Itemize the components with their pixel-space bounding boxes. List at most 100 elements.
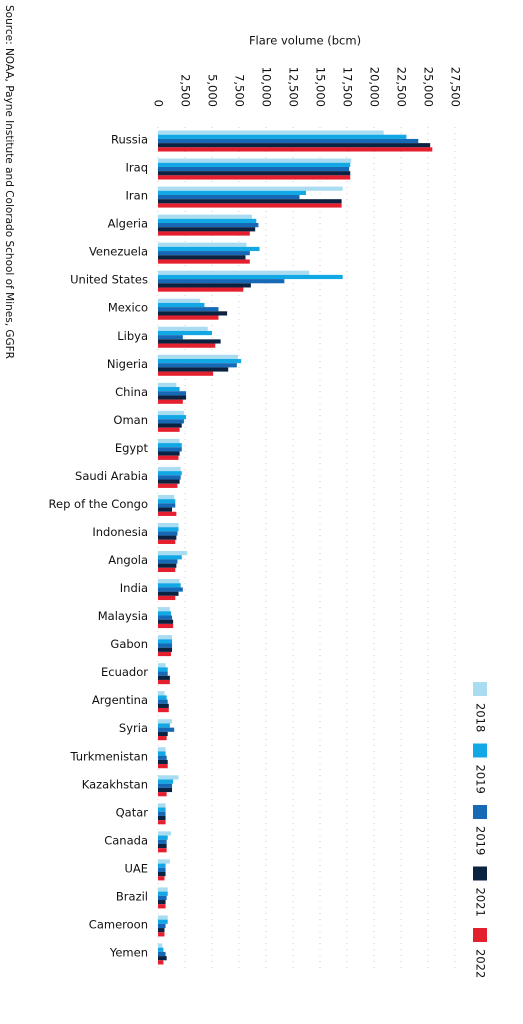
bar bbox=[158, 270, 310, 275]
bar bbox=[158, 455, 179, 460]
x-tick-label: 0 bbox=[152, 100, 166, 107]
y-tick-label: Libya bbox=[117, 329, 148, 343]
bar bbox=[158, 703, 169, 708]
bar bbox=[158, 792, 167, 797]
bar bbox=[158, 643, 173, 648]
bar bbox=[158, 775, 179, 780]
bar bbox=[158, 134, 407, 139]
legend-swatch bbox=[473, 743, 487, 758]
y-tick-label: Venezuela bbox=[89, 245, 148, 259]
bar bbox=[158, 166, 350, 172]
bar bbox=[158, 199, 342, 204]
bar bbox=[158, 803, 166, 808]
y-tick-label: Iraq bbox=[126, 161, 148, 175]
bar bbox=[158, 820, 166, 825]
bar bbox=[158, 848, 167, 853]
bar bbox=[158, 699, 168, 704]
bar bbox=[158, 130, 384, 135]
bar bbox=[158, 932, 165, 937]
legend-swatch bbox=[473, 866, 487, 881]
bar bbox=[158, 311, 228, 316]
bar bbox=[158, 831, 171, 836]
bar bbox=[158, 427, 180, 432]
legend-label: 2019 bbox=[474, 765, 488, 794]
bar bbox=[158, 283, 251, 288]
legend-label: 2019 bbox=[474, 826, 488, 855]
bar bbox=[158, 162, 351, 167]
y-tick-label: Kazakhstan bbox=[82, 777, 148, 791]
bar bbox=[158, 251, 250, 256]
y-tick-label: Turkmenistan bbox=[69, 749, 148, 763]
legend-label: 2021 bbox=[474, 888, 488, 917]
bar bbox=[158, 354, 238, 359]
bar bbox=[158, 863, 166, 868]
bar bbox=[158, 951, 166, 957]
bar bbox=[158, 438, 180, 444]
bar bbox=[158, 751, 166, 756]
bar bbox=[158, 494, 175, 500]
legend-swatch bbox=[473, 805, 487, 819]
bar bbox=[158, 551, 188, 556]
bar bbox=[158, 395, 187, 400]
bar bbox=[158, 223, 259, 228]
bar bbox=[158, 214, 252, 219]
bar bbox=[158, 727, 175, 732]
bar bbox=[158, 255, 246, 260]
legend-label: 2022 bbox=[474, 949, 488, 978]
bar bbox=[158, 330, 212, 336]
y-tick-label: UAE bbox=[124, 861, 148, 875]
bar bbox=[158, 747, 166, 752]
y-tick-label: Nigeria bbox=[107, 357, 148, 371]
source-note: Source: NOAA, Payne Institute and Colora… bbox=[3, 5, 15, 359]
bar bbox=[158, 900, 166, 905]
y-tick-label: Ecuador bbox=[101, 665, 148, 679]
y-tick-label: Malaysia bbox=[98, 609, 148, 623]
bar bbox=[158, 326, 208, 331]
bar bbox=[158, 723, 170, 728]
bar bbox=[158, 298, 201, 303]
y-tick-label: Gabon bbox=[110, 637, 148, 651]
bar bbox=[158, 867, 166, 872]
bar bbox=[158, 960, 164, 965]
bar bbox=[158, 839, 167, 844]
bar bbox=[158, 242, 247, 247]
bar bbox=[158, 607, 170, 612]
bar bbox=[158, 279, 285, 284]
y-tick-label: Saudi Arabia bbox=[75, 469, 148, 483]
x-tick-label: 2,500 bbox=[179, 74, 193, 107]
bar bbox=[158, 779, 174, 784]
bar bbox=[158, 410, 184, 416]
x-tick-label: 17,500 bbox=[341, 67, 355, 107]
bar bbox=[158, 759, 168, 765]
bar bbox=[158, 186, 343, 191]
bar bbox=[158, 143, 431, 148]
bar bbox=[158, 675, 170, 680]
bar bbox=[158, 358, 242, 364]
x-tick-label: 22,500 bbox=[395, 67, 409, 107]
bar bbox=[158, 736, 167, 741]
bar bbox=[158, 451, 180, 456]
bar bbox=[158, 246, 260, 252]
bar bbox=[158, 423, 182, 428]
bar bbox=[158, 919, 168, 924]
bar bbox=[158, 511, 177, 516]
y-tick-label: Oman bbox=[113, 413, 148, 427]
bar bbox=[158, 287, 244, 292]
bar bbox=[158, 943, 163, 948]
bar bbox=[158, 466, 181, 472]
x-tick-label: 15,000 bbox=[314, 67, 328, 107]
bar bbox=[158, 887, 168, 892]
y-tick-label: Yemen bbox=[109, 945, 148, 959]
bar bbox=[158, 731, 168, 737]
y-tick-label: Canada bbox=[104, 833, 148, 847]
bar bbox=[158, 522, 179, 528]
bar bbox=[158, 587, 183, 592]
bar bbox=[158, 367, 229, 372]
bar bbox=[158, 203, 342, 208]
bar bbox=[158, 363, 237, 368]
bar bbox=[158, 915, 168, 920]
y-tick-label: Iran bbox=[126, 189, 148, 203]
x-tick-label: 12,500 bbox=[287, 67, 301, 107]
bar bbox=[158, 619, 174, 624]
